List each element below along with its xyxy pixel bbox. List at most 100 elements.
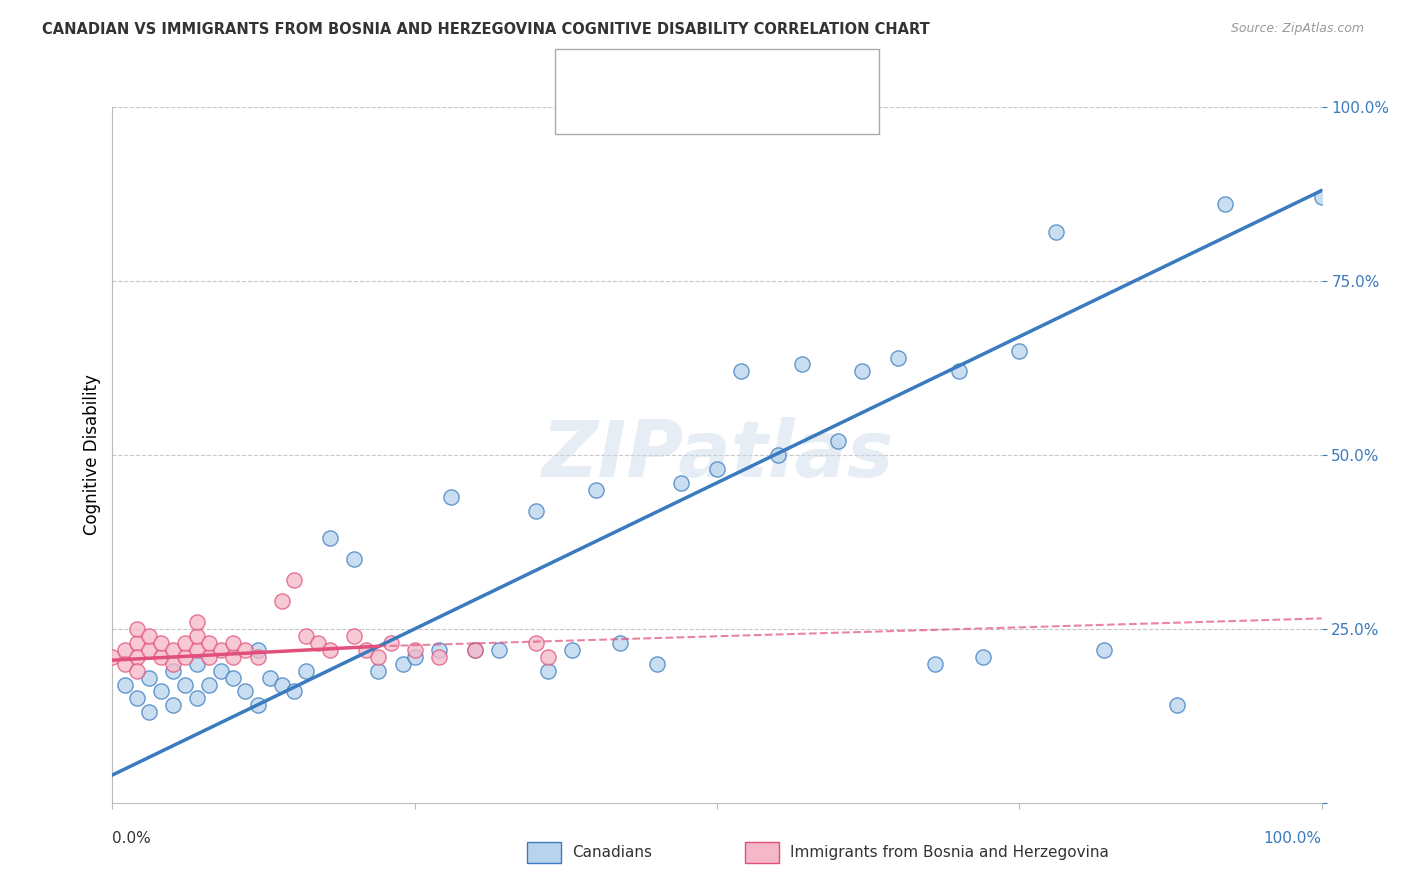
Point (174, 649, 197, 664)
Point (186, 629, 208, 643)
Point (235, 684, 257, 698)
FancyBboxPatch shape (527, 842, 561, 863)
Point (524, 503, 547, 517)
Point (186, 691, 208, 706)
Text: R =  0.720    N = 52: R = 0.720 N = 52 (621, 63, 789, 78)
Point (283, 573, 305, 587)
Point (924, 657, 946, 671)
Point (367, 649, 389, 664)
Point (186, 642, 208, 657)
Point (222, 671, 245, 685)
Text: Canadians: Canadians (572, 846, 652, 860)
Point (464, 642, 486, 657)
Point (851, 364, 873, 378)
Point (270, 677, 292, 691)
Point (222, 649, 245, 664)
Point (174, 677, 197, 691)
Text: Source: ZipAtlas.com: Source: ZipAtlas.com (1230, 22, 1364, 36)
Point (101, 649, 124, 664)
Point (295, 629, 318, 643)
Point (162, 664, 184, 678)
FancyBboxPatch shape (576, 61, 607, 80)
Point (235, 642, 257, 657)
Text: Immigrants from Bosnia and Herzegovina: Immigrants from Bosnia and Herzegovina (790, 846, 1109, 860)
Point (585, 483, 607, 497)
Point (246, 642, 269, 657)
Point (1213, 197, 1236, 211)
Point (125, 622, 148, 636)
Point (827, 434, 849, 448)
Point (186, 657, 208, 671)
Point (270, 594, 292, 608)
Point (149, 636, 172, 650)
Point (125, 664, 148, 678)
Point (209, 664, 232, 678)
Text: 0.0%: 0.0% (112, 830, 152, 846)
Point (669, 475, 692, 490)
Point (246, 698, 269, 713)
Point (367, 664, 389, 678)
Point (343, 552, 366, 566)
Point (972, 649, 994, 664)
Point (1310, 190, 1333, 204)
Y-axis label: Cognitive Disability: Cognitive Disability (83, 375, 101, 535)
FancyBboxPatch shape (576, 99, 607, 119)
Point (645, 657, 668, 671)
Point (948, 364, 970, 378)
Point (356, 642, 378, 657)
Point (488, 642, 510, 657)
Point (730, 364, 752, 378)
Point (162, 657, 184, 671)
Point (295, 664, 318, 678)
Point (186, 615, 208, 629)
Point (1008, 343, 1031, 358)
Point (149, 684, 172, 698)
Point (125, 636, 148, 650)
Point (440, 490, 463, 504)
Point (222, 636, 245, 650)
Point (343, 629, 366, 643)
Point (404, 642, 426, 657)
Point (125, 649, 148, 664)
Point (404, 649, 426, 664)
Point (198, 677, 221, 691)
Point (307, 636, 329, 650)
Point (537, 649, 560, 664)
Point (1166, 698, 1188, 713)
Point (209, 642, 232, 657)
Point (706, 462, 728, 476)
Point (162, 642, 184, 657)
Point (138, 706, 160, 720)
Point (138, 671, 160, 685)
Point (1045, 225, 1067, 239)
Point (524, 636, 547, 650)
Point (537, 664, 560, 678)
Point (1092, 642, 1115, 657)
Point (609, 636, 631, 650)
Point (114, 642, 136, 657)
Point (561, 642, 583, 657)
Text: ZIPatlas: ZIPatlas (541, 417, 893, 493)
Point (246, 649, 269, 664)
Point (138, 629, 160, 643)
Point (391, 657, 413, 671)
Point (319, 532, 342, 546)
Point (887, 351, 910, 365)
Point (114, 677, 136, 691)
Text: CANADIAN VS IMMIGRANTS FROM BOSNIA AND HERZEGOVINA COGNITIVE DISABILITY CORRELAT: CANADIAN VS IMMIGRANTS FROM BOSNIA AND H… (42, 22, 929, 37)
Point (283, 684, 305, 698)
Point (380, 636, 402, 650)
Point (114, 657, 136, 671)
Point (149, 649, 172, 664)
Point (174, 636, 197, 650)
Point (464, 642, 486, 657)
Point (319, 642, 342, 657)
Point (790, 358, 813, 372)
Text: R =  0.180    N = 39: R = 0.180 N = 39 (621, 102, 787, 116)
Text: 100.0%: 100.0% (1264, 830, 1322, 846)
Point (427, 649, 450, 664)
Point (198, 649, 221, 664)
Point (198, 636, 221, 650)
Point (259, 671, 281, 685)
Point (427, 642, 450, 657)
